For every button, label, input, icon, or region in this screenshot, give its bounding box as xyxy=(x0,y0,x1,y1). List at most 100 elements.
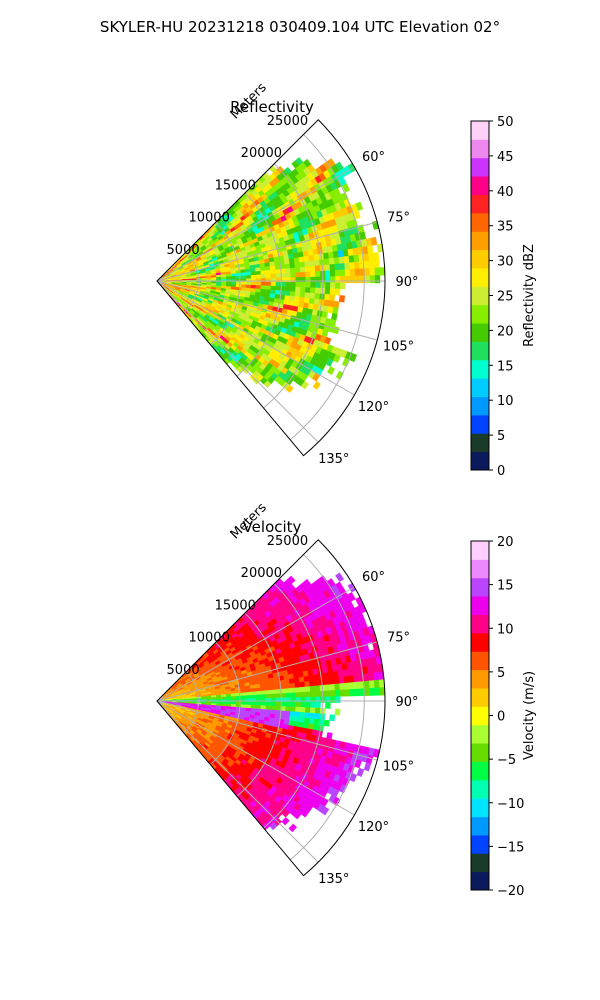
refl-cell xyxy=(295,272,301,278)
refl-cell xyxy=(343,255,350,264)
vel-cell xyxy=(344,682,351,690)
vel-cell xyxy=(226,696,232,700)
refl-cell xyxy=(293,257,300,264)
refl-cell xyxy=(240,281,247,286)
vel-colorbar-tick-label: −5 xyxy=(497,753,516,768)
vel-cell xyxy=(295,697,301,703)
vel-cell xyxy=(300,707,306,713)
vel-colorbar-swatch xyxy=(471,816,489,836)
refl-colorbar-swatch xyxy=(471,378,489,398)
refl-range-tick-label: 20000 xyxy=(241,146,282,161)
vel-cell xyxy=(364,688,371,696)
refl-cell xyxy=(255,281,262,286)
refl-cell xyxy=(231,281,237,285)
refl-cell xyxy=(323,299,330,307)
vel-cell xyxy=(270,693,277,699)
vel-cell xyxy=(240,701,247,706)
refl-cell xyxy=(290,267,296,274)
refl-cell xyxy=(289,262,296,269)
vel-cell xyxy=(216,696,222,700)
refl-cell xyxy=(329,288,336,296)
refl-colorbar-tick-label: 20 xyxy=(497,324,514,339)
refl-cell xyxy=(339,269,346,277)
refl-cell xyxy=(299,266,306,273)
vel-cell xyxy=(315,690,321,698)
vel-cell xyxy=(330,696,336,703)
refl-cell xyxy=(334,269,341,277)
vel-cell xyxy=(285,701,292,708)
refl-cell xyxy=(300,271,306,278)
vel-cell xyxy=(354,688,361,697)
refl-cell xyxy=(283,258,290,265)
refl-colorbar-tick-label: 0 xyxy=(497,464,505,479)
refl-colorbar-tick-label: 50 xyxy=(497,115,514,130)
refl-colorbar-tick-label: 25 xyxy=(497,290,514,305)
refl-colorbar-swatch xyxy=(471,433,489,453)
vel-colorbar-swatch xyxy=(471,779,489,799)
vel-range-tick-label: 10000 xyxy=(188,631,229,646)
vel-cell xyxy=(374,687,381,696)
refl-azimuth-tick-label: 90° xyxy=(395,275,418,290)
refl-cell xyxy=(230,273,237,277)
refl-colorbar-tick-label: 45 xyxy=(497,150,514,165)
refl-cell xyxy=(303,255,310,263)
refl-colorbar-swatch xyxy=(471,267,489,287)
vel-cell xyxy=(305,702,311,708)
vel-cell xyxy=(314,713,321,720)
refl-cell xyxy=(250,281,257,286)
refl-cell xyxy=(374,275,381,284)
vel-cell xyxy=(315,696,321,703)
refl-cell xyxy=(250,271,257,276)
refl-range-tick-label: 15000 xyxy=(215,178,256,193)
vel-cell xyxy=(289,682,296,689)
refl-cell xyxy=(314,265,321,272)
vel-cell xyxy=(298,716,305,724)
vel-cell xyxy=(260,694,267,699)
vel-cell xyxy=(308,718,315,725)
vel-cell xyxy=(325,702,331,709)
refl-cell xyxy=(274,264,281,270)
refl-cell xyxy=(305,282,311,288)
refl-cell xyxy=(339,263,346,271)
refl-cell xyxy=(275,269,281,275)
vel-cell xyxy=(255,705,262,710)
refl-cell xyxy=(333,257,340,265)
reflectivity-title: Reflectivity xyxy=(230,98,314,116)
refl-cell xyxy=(294,262,301,269)
vel-cell xyxy=(285,697,292,703)
refl-cell xyxy=(290,286,296,293)
refl-cell xyxy=(310,271,316,278)
refl-cell xyxy=(284,263,291,270)
refl-colorbar-swatch xyxy=(471,121,489,140)
vel-cell xyxy=(305,691,311,698)
vel-colorbar-swatch xyxy=(471,724,489,744)
velocity-panel: Velocity 500010000150002000025000Meters6… xyxy=(156,500,537,899)
vel-cell xyxy=(356,767,365,777)
refl-cell xyxy=(260,281,267,286)
refl-azimuth-tick-label: 120° xyxy=(358,400,389,415)
vel-cell xyxy=(325,690,331,697)
vel-colorbar-swatch xyxy=(471,743,489,762)
refl-cell xyxy=(265,281,272,287)
vel-cell xyxy=(288,678,295,684)
refl-cell xyxy=(264,266,271,271)
vel-azimuth-tick-label: 135° xyxy=(318,872,349,887)
refl-cell xyxy=(367,245,374,254)
vel-cell xyxy=(304,712,311,719)
refl-cell xyxy=(250,274,257,279)
vel-range-tick-label: 20000 xyxy=(241,566,282,581)
vel-cell xyxy=(260,686,266,692)
vel-cell xyxy=(226,701,232,705)
refl-colorbar-swatch xyxy=(471,286,489,306)
vel-azimuth-tick-label: 105° xyxy=(383,760,414,775)
refl-cell xyxy=(330,276,336,283)
refl-cell xyxy=(260,274,267,279)
refl-cell xyxy=(344,269,351,277)
vel-range-tick-label: 25000 xyxy=(267,534,308,549)
refl-cell xyxy=(373,252,380,261)
refl-colorbar-tick-label: 35 xyxy=(497,220,514,235)
vel-cell xyxy=(294,711,301,718)
vel-cell xyxy=(289,711,296,717)
refl-azimuth-tick-label: 60° xyxy=(362,150,385,165)
refl-azimuth-tick-label: 105° xyxy=(383,340,414,355)
